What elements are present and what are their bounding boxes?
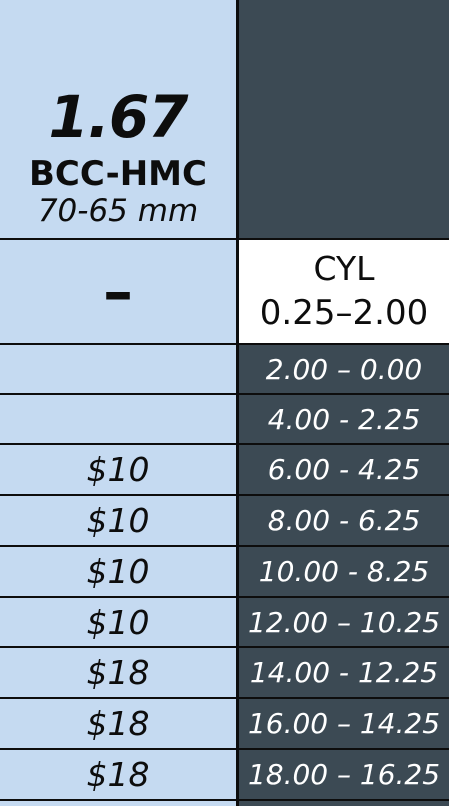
table-row: $10 6.00 - 4.25 [0,445,449,493]
price-cell: $10 [86,500,150,540]
row-divider [0,545,449,547]
sph-range-cell: 12.00 – 10.25 [247,605,441,639]
left-panel [0,0,236,806]
price-cell [0,345,236,393]
table-row: $10 8.00 - 6.25 [0,496,449,544]
price-cell: $18 [86,754,150,794]
row-divider [0,443,449,445]
table-row: $18 16.00 – 14.25 [0,699,449,747]
price-cell: $10 [86,449,150,489]
cyl-header: CYL 0.25–2.00 [239,240,449,343]
price-cell: $10 [86,551,150,591]
table-row: 4.00 - 2.25 [0,395,449,443]
row-divider [0,799,449,801]
table-row: $18 18.00 – 16.25 [0,750,449,798]
row-divider [0,596,449,598]
cyl-range: 0.25–2.00 [259,293,429,333]
lens-size: 70-65 mm [37,193,199,229]
lens-header: 1.67 BCC-HMC 70-65 mm [0,0,236,238]
sph-range-cell: 6.00 - 4.25 [267,452,421,486]
row-divider [0,646,449,648]
sph-range-cell: 8.00 - 6.25 [267,503,421,537]
sph-range-cell: 10.00 - 8.25 [258,554,430,588]
sph-range-cell: 16.00 – 14.25 [247,706,441,740]
sph-range-cell: 14.00 - 12.25 [249,655,439,689]
row-divider [0,393,449,395]
table-row: $18 14.00 - 12.25 [0,648,449,696]
price-cell: $18 [86,652,150,692]
price-cell: $10 [86,602,150,642]
price-cell [0,395,236,443]
sph-range-cell: 2.00 – 0.00 [265,352,423,386]
row-divider [0,343,449,345]
table-row: $10 10.00 - 8.25 [0,547,449,595]
lens-material: 1.67 [48,83,188,151]
table-row: $10 12.00 – 10.25 [0,598,449,646]
lens-coating: BCC-HMC [29,154,207,194]
sph-range-cell: 4.00 - 2.25 [267,402,421,436]
row-divider [0,238,449,240]
row-divider [0,697,449,699]
table-row: 2.00 – 0.00 [0,345,449,393]
right-panel [236,0,449,806]
dash-mark: – [103,256,133,327]
row-divider [0,748,449,750]
sph-range-cell: 18.00 – 16.25 [247,757,441,791]
column-divider [236,0,239,806]
price-cell: $18 [86,703,150,743]
row-divider [0,494,449,496]
dash-cell: – [0,240,236,343]
cyl-label: CYL [313,249,375,288]
